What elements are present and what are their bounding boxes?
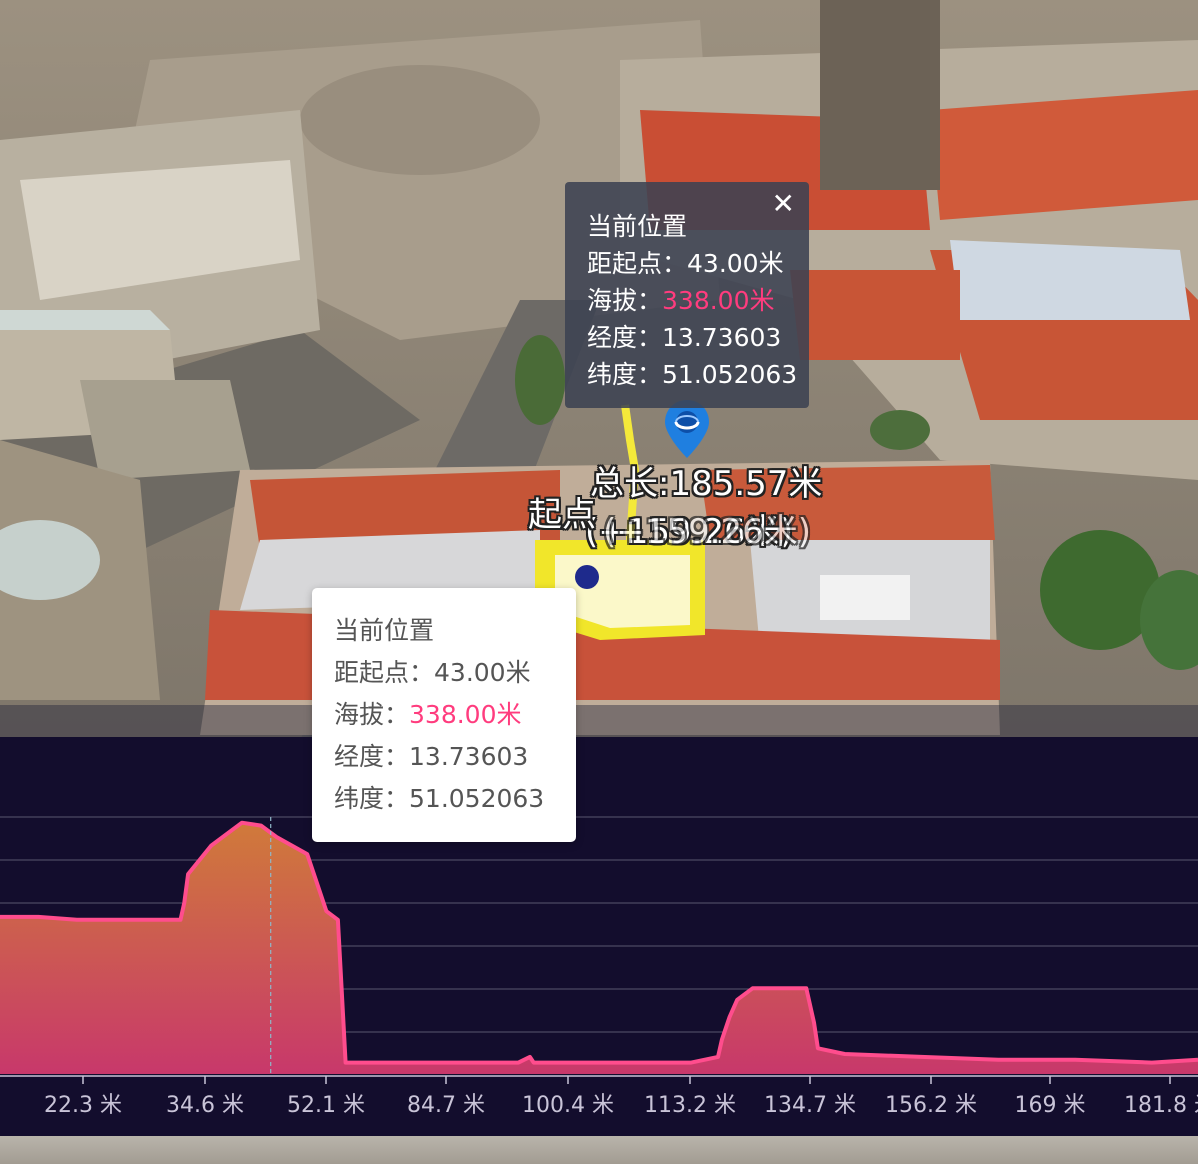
tooltip-altitude-row: 海拔：338.00米	[334, 700, 522, 729]
chart-tooltip: 当前位置 距起点：43.00米 海拔：338.00米 经度：13.73603 纬…	[312, 588, 576, 842]
location-pin-icon[interactable]	[662, 398, 712, 460]
popup-distance-row: 距起点：43.00米	[587, 249, 784, 278]
x-axis-tick-label: 181.8 米	[1124, 1093, 1198, 1118]
total-length-label: 总长:185.57米	[590, 464, 823, 504]
popup-title: 当前位置	[587, 212, 688, 241]
segment-length-label-overlap: (+159.26米)	[603, 512, 811, 552]
segment-length-label: (+159.26米)	[585, 512, 793, 552]
x-axis-tick-label: 22.3 米	[44, 1093, 122, 1118]
x-axis-tick-label: 113.2 米	[644, 1093, 736, 1118]
x-axis-tick-label: 100.4 米	[522, 1093, 614, 1118]
popup-longitude-row: 经度：13.73603	[587, 323, 782, 352]
tooltip-latitude-row: 纬度：51.052063	[334, 784, 545, 813]
x-axis-tick-label: 134.7 米	[764, 1093, 856, 1118]
popup-latitude-row: 纬度：51.052063	[587, 360, 798, 389]
map-shade-band	[0, 705, 1198, 737]
elevation-line	[0, 820, 1198, 1065]
popup-altitude-row: 海拔：338.00米	[587, 286, 775, 315]
elevation-profile-chart[interactable]: 22.3 米 34.6 米 52.1 米 84.7 米 100.4 米 113.2 米 13…	[0, 737, 1198, 1136]
x-axis-tick-label: 52.1 米	[287, 1093, 365, 1118]
x-axis-tick-label: 156.2 米	[885, 1093, 977, 1118]
elevation-area	[0, 822, 1198, 1074]
tooltip-distance-row: 距起点：43.00米	[334, 658, 531, 687]
x-axis-tick-label: 84.7 米	[407, 1093, 485, 1118]
map-bottom-strip	[0, 1136, 1198, 1164]
tooltip-title: 当前位置	[334, 616, 435, 645]
x-axis-tick-label: 34.6 米	[166, 1093, 244, 1118]
close-icon[interactable]: ✕	[771, 187, 795, 220]
map-position-popup: ✕ 当前位置 距起点：43.00米 海拔：338.00米 经度：13.73603…	[565, 182, 809, 408]
elevation-chart-svg[interactable]: 22.3 米 34.6 米 52.1 米 84.7 米 100.4 米 113.2 米 13…	[0, 737, 1198, 1136]
start-point-label: 起点	[528, 495, 596, 535]
current-position-marker[interactable]	[575, 565, 599, 589]
x-axis-tick-label: 169 米	[1015, 1093, 1086, 1118]
tooltip-longitude-row: 经度：13.73603	[334, 742, 529, 771]
